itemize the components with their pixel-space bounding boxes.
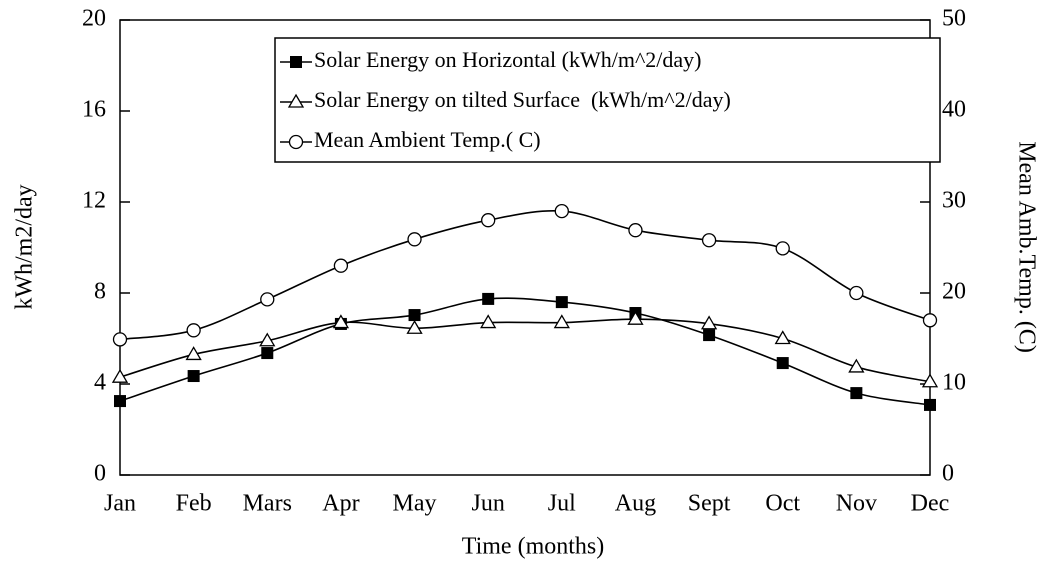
y-tick-label: 20 (82, 6, 106, 32)
marker (701, 233, 717, 248)
x-tick-label: Feb (176, 491, 212, 517)
y2-axis-label: Mean Amb.Temp. (C) (1013, 141, 1039, 353)
marker (849, 285, 864, 301)
x-tick-label: Oct (765, 491, 800, 517)
legend-marker (290, 56, 302, 68)
marker (627, 310, 644, 325)
marker (776, 357, 789, 370)
marker (922, 313, 938, 328)
y2-tick-label: 10 (942, 370, 966, 396)
marker (333, 258, 349, 273)
marker (187, 370, 200, 383)
x-axis-label: Time (months) (462, 534, 604, 560)
marker (482, 292, 495, 305)
series-line (119, 297, 931, 406)
y2-tick-label: 0 (942, 461, 954, 487)
y-tick-label: 4 (94, 370, 106, 396)
y2-tick-label: 40 (942, 97, 966, 123)
x-tick-label: Mars (243, 491, 292, 517)
marker (332, 314, 350, 329)
y2-tick-label: 50 (942, 6, 966, 32)
x-tick-label: Dec (911, 491, 950, 517)
y-tick-label: 16 (82, 97, 106, 123)
marker (924, 398, 936, 411)
marker (774, 330, 791, 345)
marker (480, 314, 497, 329)
x-tick-label: Jan (104, 491, 136, 517)
marker (554, 203, 569, 219)
marker (111, 368, 129, 383)
marker (260, 292, 275, 307)
x-tick-label: May (393, 491, 437, 517)
legend-marker (288, 134, 304, 150)
plot-frame (119, 19, 931, 476)
marker (481, 213, 496, 228)
legend-label: Mean Ambient Temp.( C) (314, 127, 541, 152)
marker (775, 241, 790, 256)
y-tick-label: 12 (82, 188, 106, 214)
x-tick-label: Sept (688, 491, 731, 517)
legend-label: Solar Energy on Horizontal (kWh/m^2/day) (314, 47, 702, 72)
y-tick-label: 0 (94, 461, 106, 487)
marker (112, 332, 128, 347)
series-line (119, 210, 931, 341)
marker (700, 315, 718, 330)
marker (408, 309, 421, 322)
x-tick-label: Aug (615, 491, 656, 517)
marker (114, 395, 126, 408)
legend-box (274, 37, 941, 163)
marker (921, 373, 939, 388)
y2-tick-label: 20 (942, 279, 966, 305)
marker (850, 387, 863, 400)
y2-tick-label: 30 (942, 188, 966, 214)
marker (555, 296, 568, 309)
x-tick-label: Apr (322, 491, 359, 517)
y-tick-label: 8 (94, 279, 106, 305)
legend-label: Solar Energy on tilted Surface (kWh/m^2/… (314, 87, 731, 112)
marker (406, 319, 423, 334)
x-tick-label: Jul (548, 491, 576, 517)
marker (848, 358, 865, 373)
marker (407, 232, 422, 247)
marker (261, 347, 274, 360)
marker (259, 332, 276, 347)
marker (186, 323, 201, 338)
legend-marker (287, 93, 305, 108)
marker (553, 314, 570, 329)
x-tick-label: Jun (472, 491, 505, 517)
marker (185, 346, 202, 361)
x-tick-label: Nov (836, 491, 877, 517)
marker (703, 329, 716, 342)
y-axis-label: kWh/m2/day (12, 184, 38, 309)
series-line (119, 318, 931, 383)
marker (628, 223, 643, 238)
